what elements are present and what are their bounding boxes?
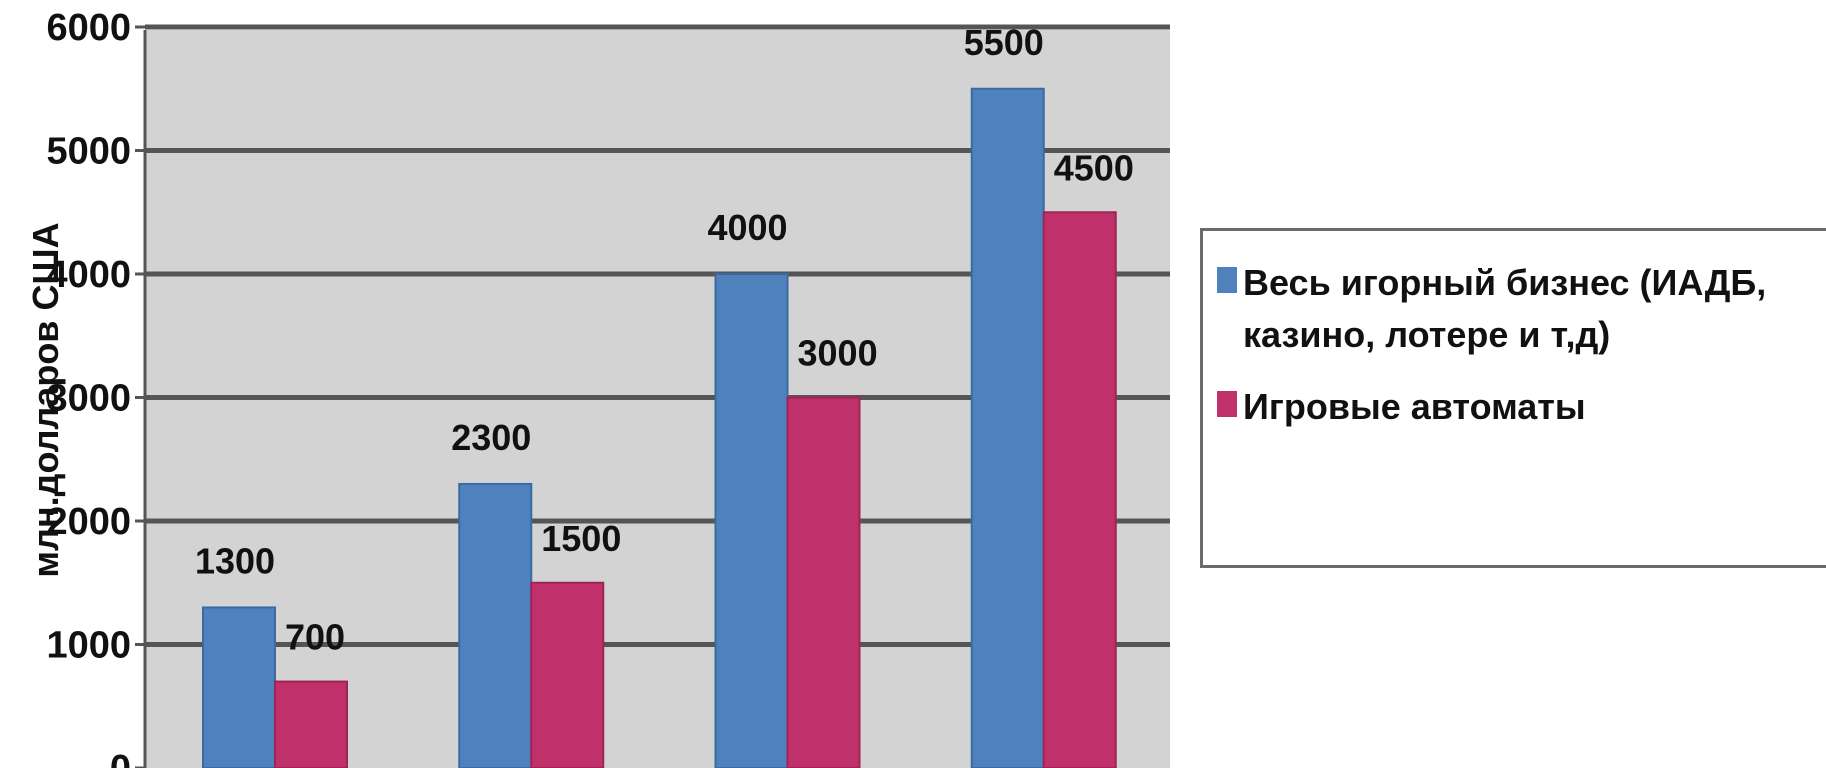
y-axis-title: млн.долларов США: [25, 222, 66, 577]
chart-legend: Весь игорный бизнес (ИАДБ, казино, лотер…: [1200, 228, 1826, 568]
y-tick-label-0: 0: [110, 748, 131, 768]
data-label-series2-group3: 3000: [798, 333, 878, 374]
bars: [202, 87, 1117, 768]
y-tick-label-4000: 4000: [46, 254, 131, 296]
data-label-series1-group3: 4000: [707, 207, 787, 248]
bar-series1-group1: [202, 606, 276, 768]
data-label-series2-group1: 700: [285, 617, 345, 658]
y-tick-label-6000: 6000: [46, 7, 131, 49]
bar-series1-group4: [970, 87, 1045, 768]
legend-item-total-gambling: Весь игорный бизнес (ИАДБ, казино, лотер…: [1217, 257, 1826, 361]
data-label-series2-group2: 1500: [541, 518, 621, 559]
data-label-series2-group4: 4500: [1054, 147, 1134, 188]
y-axis-ticks: 0 1000 2000 3000 4000 5000 6000: [46, 7, 145, 768]
y-tick-label-5000: 5000: [46, 131, 131, 173]
legend-item-slot-machines: Игровые автоматы: [1217, 381, 1826, 433]
data-label-series1-group2: 2300: [451, 417, 531, 458]
legend-swatch-slot-machines: [1217, 391, 1237, 417]
y-tick-label-1000: 1000: [46, 625, 131, 667]
bar-series1-group2: [458, 482, 533, 768]
bar-series2-group1: [274, 680, 348, 768]
bar-series2-group3: [786, 396, 861, 768]
gridlines: [145, 24, 1170, 647]
y-tick-label-3000: 3000: [46, 378, 131, 420]
bar-series1-group3: [714, 273, 789, 768]
legend-label-total-gambling: Весь игорный бизнес (ИАДБ, казино, лотер…: [1243, 262, 1767, 355]
legend-label-slot-machines: Игровые автоматы: [1243, 386, 1586, 427]
y-tick-label-2000: 2000: [46, 501, 131, 543]
data-labels: 1300 2300 4000 5500 700 1500 3000 4500: [195, 22, 1134, 658]
legend-swatch-total-gambling: [1217, 267, 1237, 293]
data-label-series1-group4: 5500: [964, 22, 1044, 63]
bar-series2-group2: [530, 581, 605, 768]
bar-series2-group4: [1042, 211, 1117, 768]
data-label-series1-group1: 1300: [195, 540, 275, 581]
